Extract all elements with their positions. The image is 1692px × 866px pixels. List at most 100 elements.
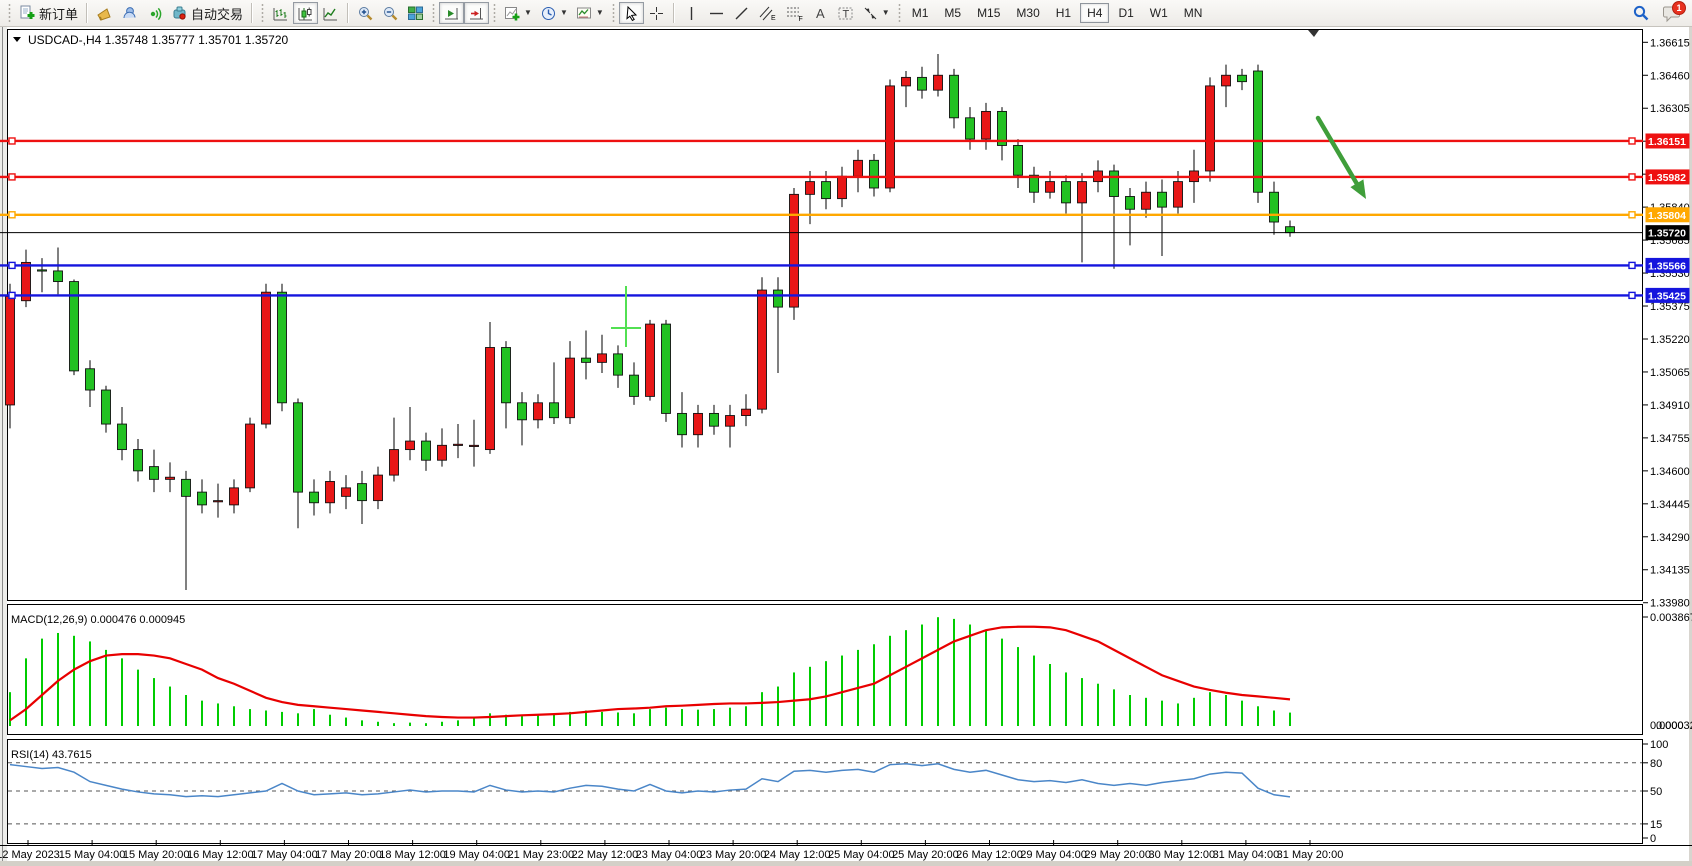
svg-text:16 May 12:00: 16 May 12:00 (187, 849, 254, 861)
vertical-line-button[interactable] (679, 2, 704, 24)
vertical-line-icon (690, 6, 692, 20)
bar-chart-button[interactable] (268, 2, 293, 24)
horizontal-line-icon (709, 12, 723, 14)
svg-text:1.34445: 1.34445 (1650, 499, 1690, 511)
fibonacci-button[interactable]: F (781, 2, 808, 24)
auto-scroll-button[interactable] (439, 2, 465, 24)
megaphone-icon (97, 7, 111, 21)
template-icon (576, 7, 591, 18)
hline-1.35425[interactable] (0, 291, 1643, 300)
svg-text:24 May 12:00: 24 May 12:00 (764, 849, 831, 861)
rsi-line (9, 762, 1291, 798)
chevron-down-icon: ▼ (524, 8, 532, 17)
svg-text:A: A (816, 6, 825, 21)
svg-text:15 May 04:00: 15 May 04:00 (59, 849, 126, 861)
toolbar-grip[interactable] (896, 4, 902, 22)
bar-chart-icon (273, 7, 288, 20)
window-right-edge (1689, 27, 1692, 866)
window-left-edge (0, 27, 7, 866)
timeframe-button-m30[interactable]: M30 (1009, 3, 1046, 23)
svg-text:1.35065: 1.35065 (1650, 367, 1690, 379)
toolbar-grip[interactable] (492, 4, 498, 22)
crosshair-button[interactable] (644, 2, 669, 24)
svg-text:15: 15 (1650, 819, 1662, 831)
signals-button[interactable] (142, 2, 167, 24)
horizontal-line-button[interactable] (704, 2, 729, 24)
svg-text:50: 50 (1650, 786, 1662, 798)
hline-1.35804[interactable] (0, 211, 1643, 219)
new-order-label: 新订单 (39, 6, 79, 22)
timeframe-button-d1[interactable]: D1 (1111, 3, 1140, 23)
separator (347, 3, 350, 23)
indicators-button[interactable]: ▼ (500, 2, 536, 24)
rsi-label: RSI(14) 43.7615 (11, 749, 92, 761)
broadcast-button[interactable] (92, 2, 117, 24)
candlestick-chart-button[interactable] (293, 2, 319, 24)
toolbar-grip[interactable] (610, 4, 616, 22)
timeframe-button-w1[interactable]: W1 (1143, 3, 1175, 23)
zoom-in-button[interactable] (353, 2, 378, 24)
symbol-dropdown-icon[interactable] (13, 37, 21, 42)
toolbar-grip[interactable] (7, 4, 12, 22)
svg-text:17 May 04:00: 17 May 04:00 (251, 849, 318, 861)
svg-text:1.36460: 1.36460 (1650, 70, 1690, 82)
hline-1.35566[interactable] (0, 261, 1643, 270)
svg-text:21 May 23:00: 21 May 23:00 (507, 849, 574, 861)
line-chart-icon (323, 7, 338, 20)
svg-text:0.003867: 0.003867 (1650, 612, 1692, 624)
notifications-button[interactable]: 1 (1662, 1, 1686, 23)
timeframe-button-m15[interactable]: M15 (970, 3, 1007, 23)
zoom-out-icon (384, 6, 398, 20)
text-label-button[interactable]: T (833, 2, 858, 24)
candlesticks (5, 53, 1295, 590)
notification-badge: 1 (1672, 1, 1686, 15)
macd-label: MACD(12,26,9) 0.000476 0.000945 (11, 614, 185, 626)
search-button[interactable] (1628, 2, 1654, 24)
text-button[interactable]: A (808, 2, 833, 24)
periods-button[interactable]: ▼ (536, 2, 572, 24)
rsi-panel[interactable]: 100 80 50 15 0 RSI(14) 43.7615 (8, 739, 1668, 845)
text-a-icon: A (816, 6, 825, 21)
svg-text:1.34910: 1.34910 (1650, 400, 1690, 412)
line-chart-button[interactable] (318, 2, 343, 24)
trendline-icon (735, 7, 748, 19)
timeframe-button-m1[interactable]: M1 (905, 3, 936, 23)
fibonacci-icon: F (786, 7, 803, 22)
svg-text:1.36151: 1.36151 (1648, 136, 1686, 148)
cursor-icon (626, 5, 637, 21)
templates-button[interactable]: ▼ (572, 2, 608, 24)
zoom-out-button[interactable] (378, 2, 403, 24)
price-axis[interactable]: 1.366151.364601.363051.361501.359951.358… (1643, 37, 1690, 610)
cursor-button[interactable] (618, 2, 644, 24)
svg-text:1.34600: 1.34600 (1650, 466, 1690, 478)
svg-text:23 May 20:00: 23 May 20:00 (700, 849, 767, 861)
hline-1.36151[interactable] (0, 137, 1643, 145)
trendline-button[interactable] (729, 2, 754, 24)
toolbar-grip[interactable] (260, 4, 266, 22)
down-arrow-annotation[interactable] (1315, 115, 1366, 199)
toolbar-right-group: 1 (1628, 1, 1688, 24)
svg-text:31 May 20:00: 31 May 20:00 (1277, 849, 1344, 861)
toolbar-grip[interactable] (431, 4, 437, 22)
svg-text:19 May 04:00: 19 May 04:00 (443, 849, 510, 861)
community-button[interactable] (117, 2, 142, 24)
timeframe-button-h4[interactable]: H4 (1080, 3, 1110, 23)
separator (251, 3, 254, 23)
auto-trading-button[interactable]: 自动交易 (167, 2, 247, 24)
timeframe-button-h1[interactable]: H1 (1049, 3, 1078, 23)
timeframe-button-mn[interactable]: MN (1177, 3, 1210, 23)
chevron-down-icon: ▼ (881, 8, 890, 17)
tile-windows-button[interactable] (403, 2, 428, 24)
svg-text:1.35375: 1.35375 (1650, 301, 1690, 313)
new-order-button[interactable]: 新订单 (15, 2, 82, 24)
arrows-button[interactable]: ▼ (858, 2, 894, 24)
hline-1.35982[interactable] (0, 173, 1643, 181)
equidistant-channel-button[interactable]: E (754, 2, 781, 24)
chart-shift-marker[interactable] (1308, 30, 1319, 37)
chart-shift-button[interactable] (464, 2, 490, 24)
timeframe-button-m5[interactable]: M5 (937, 3, 968, 23)
svg-text:1.35220: 1.35220 (1650, 334, 1690, 346)
